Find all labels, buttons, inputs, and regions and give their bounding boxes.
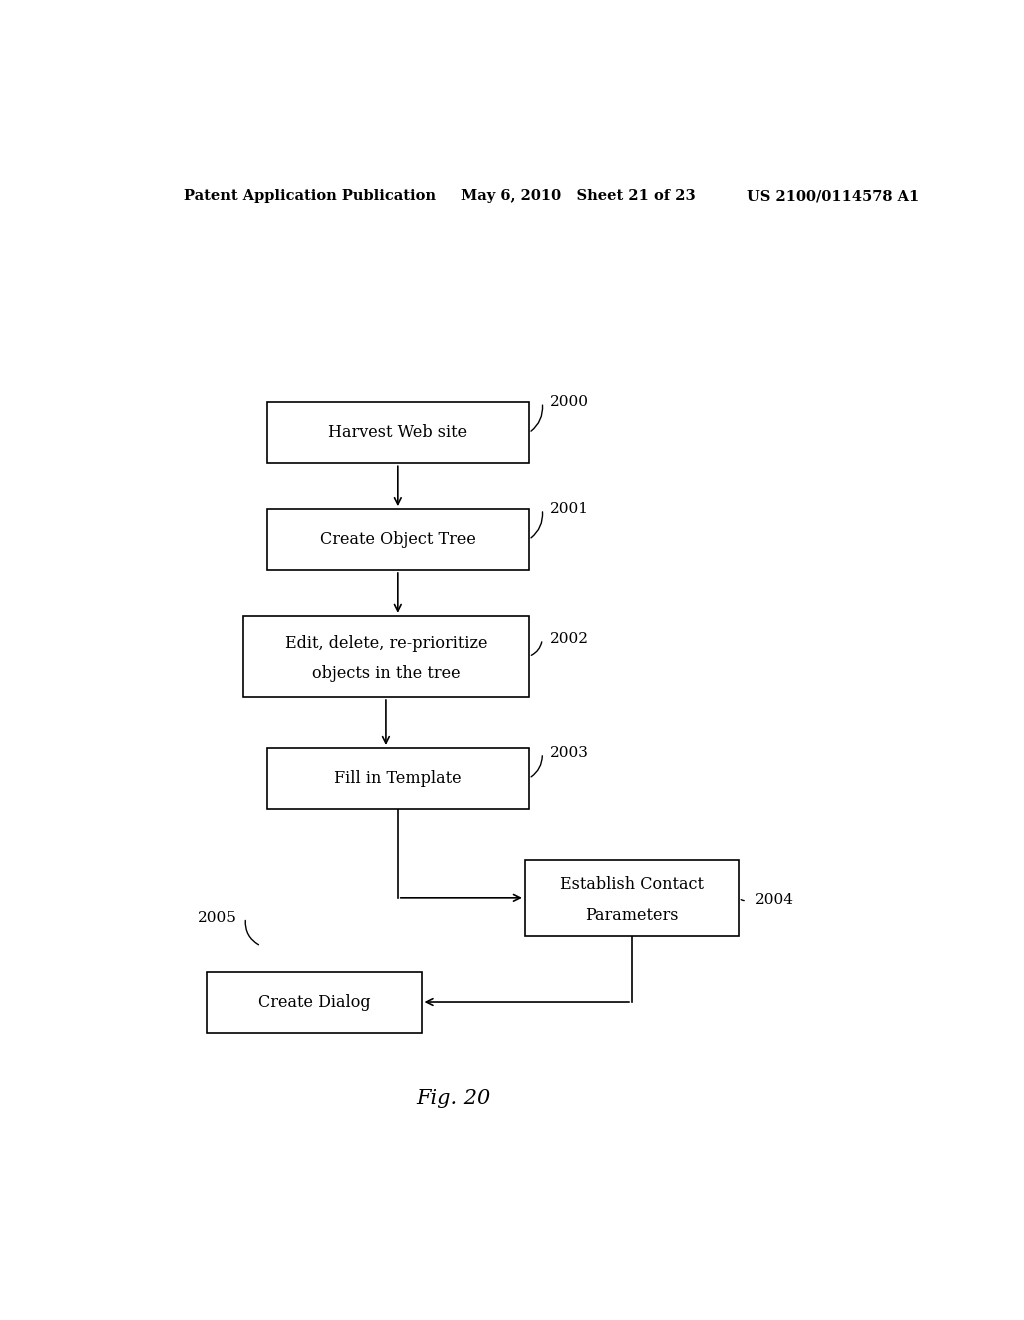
Text: 2003: 2003: [550, 746, 589, 760]
Text: Fig. 20: Fig. 20: [416, 1089, 490, 1107]
Text: 2001: 2001: [550, 502, 589, 516]
Text: Fill in Template: Fill in Template: [334, 770, 462, 787]
Text: Patent Application Publication: Patent Application Publication: [183, 189, 435, 203]
Text: Edit, delete, re-prioritize: Edit, delete, re-prioritize: [285, 635, 487, 652]
Text: 2004: 2004: [755, 894, 794, 907]
Text: Harvest Web site: Harvest Web site: [329, 424, 467, 441]
Text: 2000: 2000: [550, 395, 589, 409]
FancyBboxPatch shape: [267, 403, 528, 463]
Text: May 6, 2010   Sheet 21 of 23: May 6, 2010 Sheet 21 of 23: [461, 189, 696, 203]
Text: 2002: 2002: [550, 632, 589, 647]
FancyBboxPatch shape: [524, 859, 739, 936]
Text: Create Object Tree: Create Object Tree: [319, 531, 476, 548]
Text: 2005: 2005: [198, 911, 237, 924]
Text: objects in the tree: objects in the tree: [311, 665, 460, 682]
FancyBboxPatch shape: [267, 748, 528, 809]
FancyBboxPatch shape: [267, 510, 528, 570]
Text: Establish Contact: Establish Contact: [560, 876, 703, 894]
Text: Create Dialog: Create Dialog: [258, 994, 371, 1011]
Text: Parameters: Parameters: [585, 907, 679, 924]
FancyBboxPatch shape: [243, 616, 528, 697]
FancyBboxPatch shape: [207, 972, 422, 1032]
Text: US 2100/0114578 A1: US 2100/0114578 A1: [748, 189, 920, 203]
